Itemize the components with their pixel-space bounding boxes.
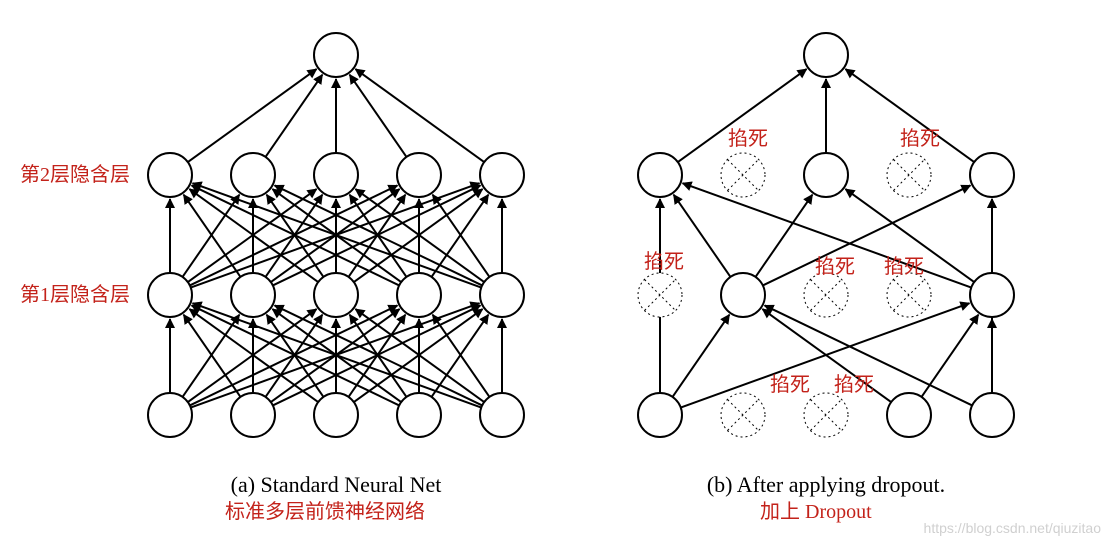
handwritten-annotation: 掐死 xyxy=(728,122,768,151)
handwritten-annotation: 掐死 xyxy=(834,368,874,397)
handwritten-annotation: 掐死 xyxy=(644,245,684,274)
diagram-container: (a) Standard Neural Net (b) After applyi… xyxy=(0,0,1111,542)
diagram-svg xyxy=(0,0,1111,542)
handwritten-annotation: 掐死 xyxy=(884,250,924,279)
handwritten-annotation: 加上 Dropout xyxy=(760,495,872,524)
handwritten-annotation: 第2层隐含层 xyxy=(20,158,130,187)
handwritten-annotation: 标准多层前馈神经网络 xyxy=(225,495,425,524)
handwritten-annotation: 掐死 xyxy=(815,250,855,279)
handwritten-annotation: 第1层隐含层 xyxy=(20,278,130,307)
handwritten-annotation: 掐死 xyxy=(900,122,940,151)
watermark: https://blog.csdn.net/qiuzitao xyxy=(924,520,1101,536)
handwritten-annotation: 掐死 xyxy=(770,368,810,397)
